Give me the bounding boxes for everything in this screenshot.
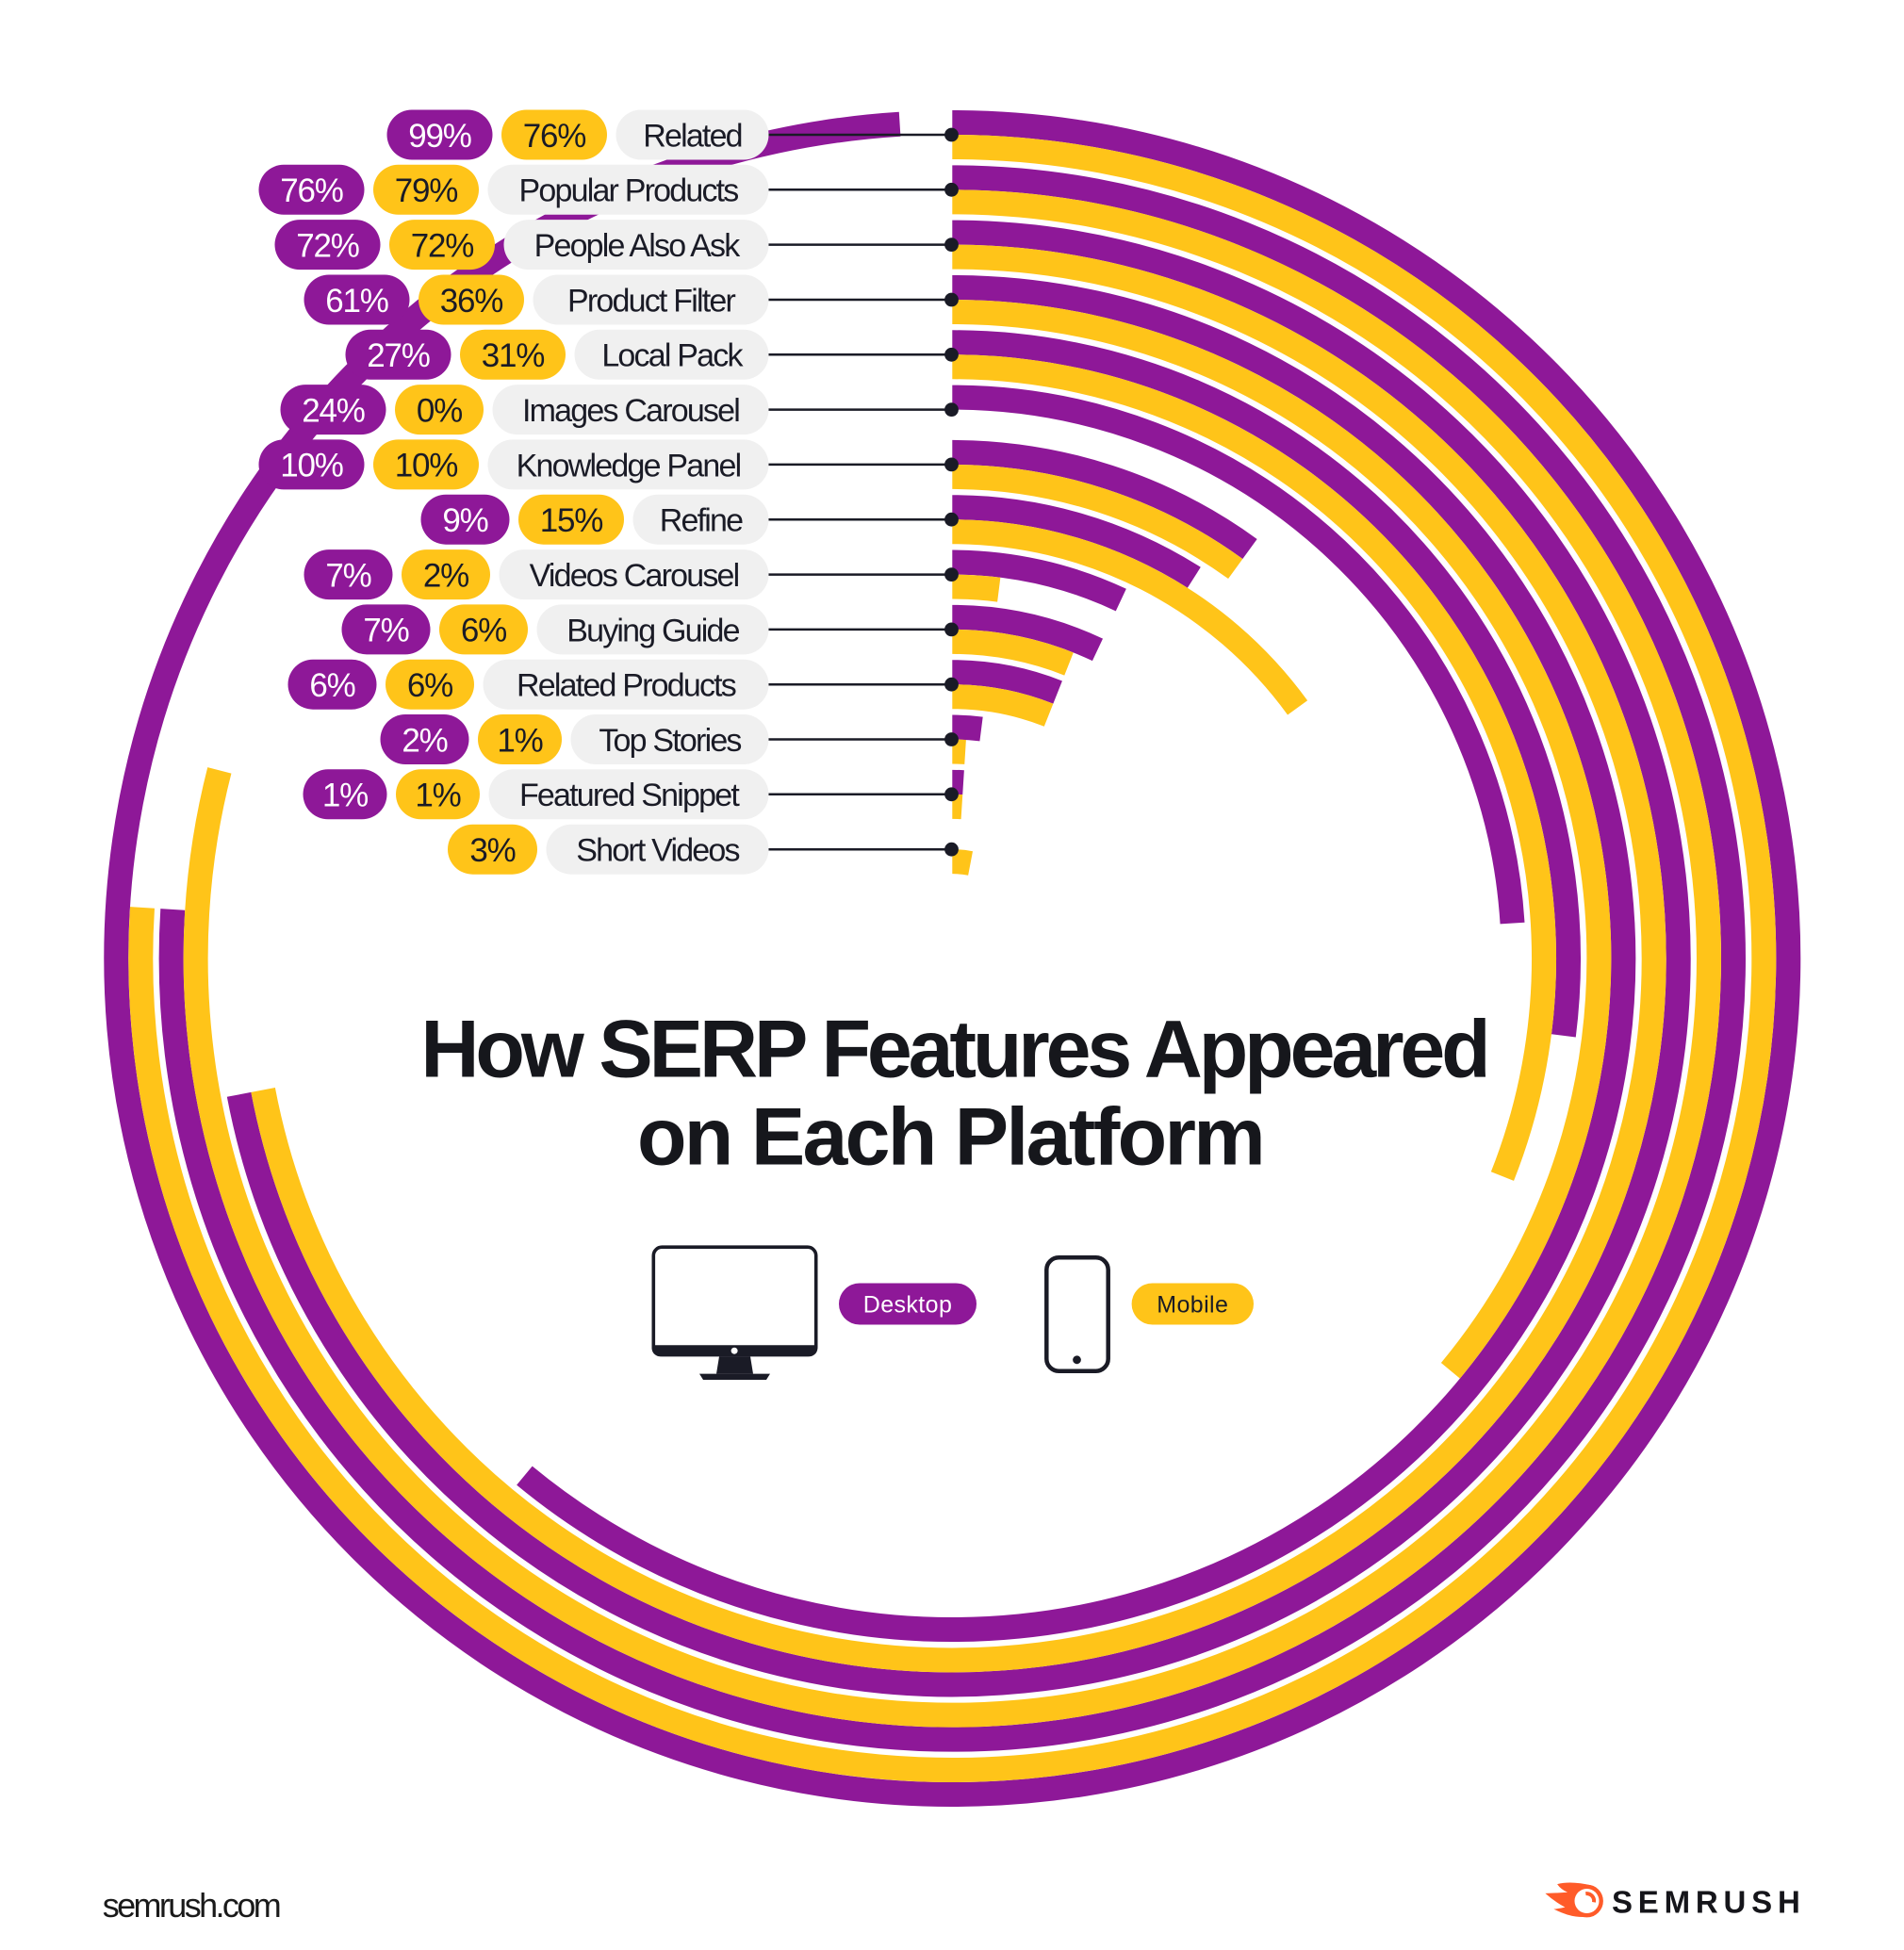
svg-text:Buying Guide: Buying Guide <box>566 613 739 648</box>
svg-text:on Each Platform: on Each Platform <box>637 1092 1263 1183</box>
svg-text:semrush.com: semrush.com <box>103 1886 280 1925</box>
svg-text:1%: 1% <box>415 778 460 814</box>
svg-text:Images Carousel: Images Carousel <box>522 393 739 429</box>
svg-text:7%: 7% <box>325 557 370 594</box>
svg-text:Top Stories: Top Stories <box>599 723 741 759</box>
svg-text:76%: 76% <box>280 172 343 209</box>
svg-text:People Also Ask: People Also Ask <box>534 228 742 264</box>
svg-text:Refine: Refine <box>660 503 743 539</box>
svg-text:3%: 3% <box>469 832 515 869</box>
svg-text:2%: 2% <box>423 557 468 594</box>
svg-text:99%: 99% <box>408 118 471 155</box>
svg-text:76%: 76% <box>523 118 586 155</box>
svg-text:15%: 15% <box>540 502 603 539</box>
svg-text:6%: 6% <box>309 667 354 704</box>
svg-text:Knowledge Panel: Knowledge Panel <box>517 448 741 483</box>
svg-text:31%: 31% <box>482 337 545 374</box>
svg-text:6%: 6% <box>407 667 452 704</box>
svg-text:7%: 7% <box>363 613 408 649</box>
svg-text:Local Pack: Local Pack <box>601 338 744 374</box>
svg-text:6%: 6% <box>461 613 506 649</box>
svg-text:SEMRUSH: SEMRUSH <box>1612 1885 1806 1920</box>
svg-text:72%: 72% <box>411 227 474 264</box>
svg-text:2%: 2% <box>402 722 447 759</box>
svg-text:Product Filter: Product Filter <box>567 283 735 319</box>
svg-text:0%: 0% <box>417 392 462 429</box>
svg-text:Featured Snippet: Featured Snippet <box>519 778 740 813</box>
svg-text:9%: 9% <box>442 502 487 539</box>
svg-text:10%: 10% <box>395 448 458 484</box>
svg-text:61%: 61% <box>325 283 388 320</box>
svg-text:How SERP Features Appeared: How SERP Features Appeared <box>420 1005 1486 1095</box>
svg-text:1%: 1% <box>322 778 368 814</box>
svg-text:Related: Related <box>643 118 742 154</box>
svg-text:Videos Carousel: Videos Carousel <box>530 558 739 594</box>
svg-text:Popular Products: Popular Products <box>518 173 738 209</box>
svg-text:72%: 72% <box>296 227 359 264</box>
svg-text:27%: 27% <box>367 337 430 374</box>
svg-text:Related Products: Related Products <box>517 668 736 704</box>
svg-text:Desktop: Desktop <box>863 1292 953 1319</box>
svg-text:36%: 36% <box>440 283 503 320</box>
svg-text:79%: 79% <box>395 172 458 209</box>
svg-text:1%: 1% <box>497 722 542 759</box>
svg-text:Short Videos: Short Videos <box>576 833 739 869</box>
svg-text:10%: 10% <box>280 448 343 484</box>
svg-text:24%: 24% <box>302 392 365 429</box>
svg-text:Mobile: Mobile <box>1157 1292 1228 1319</box>
